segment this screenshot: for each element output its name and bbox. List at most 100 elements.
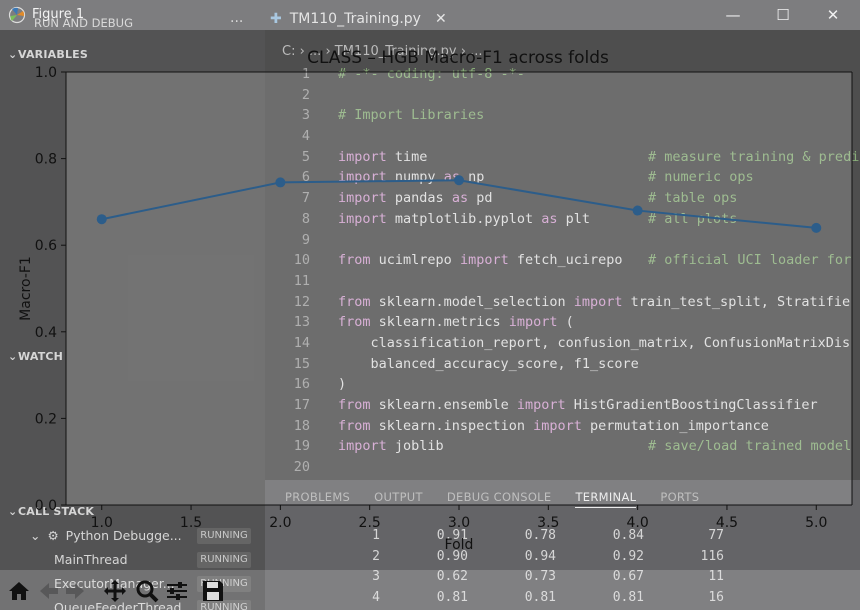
panel-tabs: PROBLEMS OUTPUT DEBUG CONSOLE TERMINAL PORTS: [285, 490, 723, 508]
line-number: 17: [280, 395, 310, 416]
chevron-down-icon: ⌄: [8, 48, 18, 61]
code-line: 13 from sklearn.metrics import (: [280, 312, 850, 333]
code-comment: # measure training & predi: [648, 147, 859, 168]
back-icon[interactable]: [36, 578, 62, 604]
line-number: 13: [280, 312, 310, 333]
zoom-icon[interactable]: [134, 578, 160, 604]
code-line: 4: [280, 126, 850, 147]
y-tick-label: 0.2: [35, 411, 57, 427]
table-cell: 1: [372, 528, 380, 543]
call-stack-item[interactable]: ⌄ ⚙ Python Debugge...: [30, 528, 182, 543]
line-number: 8: [280, 209, 310, 230]
code-line: 17 from sklearn.ensemble import HistGradi…: [280, 395, 850, 416]
sidebar-more-button[interactable]: ···: [230, 14, 244, 30]
panel-tab-ports[interactable]: PORTS: [660, 490, 699, 504]
y-tick-label: 0.0: [35, 498, 57, 514]
table-cell: 2: [372, 548, 380, 564]
forward-icon[interactable]: [62, 578, 88, 604]
code-text: import time: [338, 149, 427, 165]
x-tick-label: 3.5: [537, 515, 559, 531]
home-icon[interactable]: [6, 578, 32, 604]
sidebar-header: RUN AND DEBUG: [34, 16, 133, 30]
code-text: from sklearn.model_selection import trai…: [338, 294, 850, 310]
table-cell: 0.94: [524, 548, 556, 564]
line-number: 1: [280, 64, 310, 85]
call-stack-item-label: Python Debugge...: [65, 528, 182, 543]
code-text: balanced_accuracy_score, f1_score: [338, 356, 639, 372]
y-tick-label: 0.6: [35, 238, 57, 254]
close-icon[interactable]: ✕: [434, 11, 447, 27]
code-comment: # official UCI loader for: [648, 250, 851, 271]
x-tick-label: 5.0: [805, 515, 827, 531]
minimize-button[interactable]: —: [725, 6, 741, 24]
line-number: 20: [280, 457, 310, 478]
watch-section[interactable]: ⌄WATCH: [8, 350, 65, 363]
code-editor[interactable]: [265, 30, 860, 480]
call-stack-label: CALL STACK: [18, 505, 95, 518]
status-badge: RUNNING: [197, 528, 251, 544]
line-number: 16: [280, 374, 310, 395]
x-axis-label: Fold: [445, 537, 474, 553]
code-comment: # numeric ops: [648, 167, 754, 188]
table-row: 2 0.90 0.94 0.92 116: [360, 549, 724, 570]
line-number: 2: [280, 85, 310, 106]
code-line: 15 balanced_accuracy_score, f1_score: [280, 354, 850, 375]
variables-label: VARIABLES: [18, 48, 88, 61]
breadcrumb[interactable]: C: › ... › TM110_Training.py › ...: [282, 44, 483, 59]
debug-gear-icon: ⚙: [47, 528, 59, 543]
code-line: 16): [280, 374, 850, 395]
table-cell: 77: [708, 528, 724, 543]
line-number: 18: [280, 416, 310, 437]
code-lines: 1 # -*- coding: utf-8 -*- 23 # Import Libra…: [280, 64, 860, 478]
table-cell: 11: [708, 569, 724, 584]
configure-subplots-icon[interactable]: [164, 578, 190, 604]
panel-tab-output[interactable]: OUTPUT: [374, 490, 423, 504]
panel-tab-debug-console[interactable]: DEBUG CONSOLE: [447, 490, 552, 504]
table-cell: 116: [700, 548, 724, 564]
y-tick-label: 0.4: [35, 325, 57, 341]
line-number: 7: [280, 188, 310, 209]
line-number: 3: [280, 105, 310, 126]
table-cell: 0.92: [612, 548, 644, 564]
line-number: 5: [280, 147, 310, 168]
table-cell: 0.78: [524, 528, 556, 543]
code-line: 3 # Import Libraries: [280, 105, 850, 126]
line-number: 6: [280, 167, 310, 188]
table-cell: 0.73: [524, 569, 556, 584]
code-line: 18 from sklearn.inspection import permuta…: [280, 416, 850, 437]
window-titlebar[interactable]: Figure 1 — ☐ ✕: [0, 0, 860, 30]
variables-section[interactable]: ⌄VARIABLES: [8, 48, 90, 61]
code-line: 9: [280, 230, 850, 251]
line-number: 9: [280, 230, 310, 251]
data-point: [454, 175, 464, 186]
maximize-button[interactable]: ☐: [776, 6, 790, 24]
code-comment: # save/load trained model: [648, 436, 851, 457]
debug-sidebar: RUN AND DEBUG ··· ⌄VARIABLES ⌄WATCH ⌄CAL…: [0, 14, 265, 610]
status-badge: RUNNING: [197, 552, 251, 568]
code-text: from sklearn.ensemble import HistGradien…: [338, 397, 818, 413]
table-row: 1 0.91 0.78 0.84 77: [360, 528, 724, 549]
line-number: 11: [280, 271, 310, 292]
call-stack-item[interactable]: QueueFeederThread: [54, 600, 182, 610]
x-tick-label: 2.0: [269, 515, 291, 531]
code-line: 7 import pandas as pd # table ops: [280, 188, 850, 209]
chart-title: CLASS – HGB Macro-F1 across folds: [307, 48, 609, 68]
editor-tab[interactable]: ✚ TM110_Training.py ✕: [270, 8, 447, 30]
x-tick-label: 4.0: [627, 515, 649, 531]
code-line: 20: [280, 457, 850, 478]
panel-tab-terminal[interactable]: TERMINAL: [575, 490, 637, 508]
save-icon[interactable]: [200, 578, 226, 604]
close-button[interactable]: ✕: [826, 6, 840, 24]
table-cell: 0.81: [612, 589, 644, 605]
x-tick-label: 4.5: [716, 515, 738, 531]
table-cell: 0.91: [436, 528, 468, 543]
status-badge: RUNNING: [197, 600, 251, 610]
call-stack-section[interactable]: ⌄CALL STACK: [8, 505, 95, 518]
x-tick-label: 2.5: [359, 515, 381, 531]
x-tick-label: 1.5: [180, 515, 202, 531]
call-stack-item[interactable]: MainThread: [54, 552, 128, 567]
code-text: from sklearn.metrics import (: [338, 314, 574, 330]
panel-tab-problems[interactable]: PROBLEMS: [285, 490, 350, 504]
pan-icon[interactable]: [102, 578, 128, 604]
